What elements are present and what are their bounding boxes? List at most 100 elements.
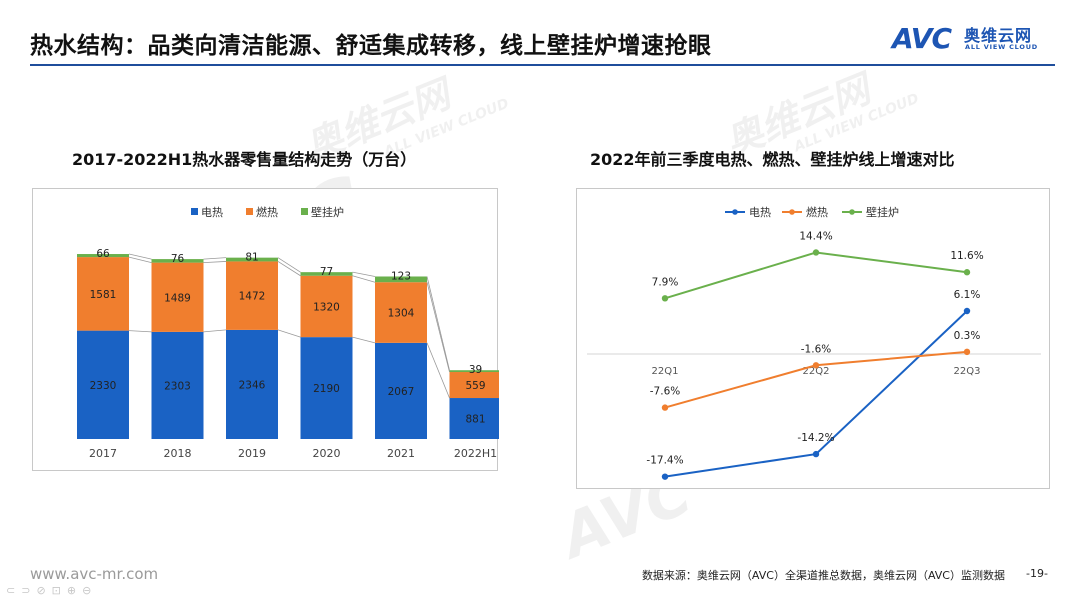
point-电热-22Q3 [963,307,971,315]
point-label-燃热-22Q1: -7.6% [650,386,680,398]
avc-logo: AVC 奥维云网 ALL VIEW CLOUD [892,22,1062,56]
logo-name-cn: 奥维云网 [964,26,1033,45]
bar-壁挂炉-2022H1 [449,370,502,373]
bar-燃热-2022H1 [449,372,502,399]
data-source-note: 数据来源：奥维云网（AVC）全渠道推总数据，奥维云网（AVC）监测数据 [641,569,1005,582]
legend-label-2: 壁挂炉 [311,205,344,219]
bar-壁挂炉-2018 [151,259,204,263]
legend-label-1: 燃热 [806,205,828,219]
bar-电热-2018 [151,331,204,439]
point-label-壁挂炉-22Q2: 14.4% [799,230,832,242]
bar-壁挂炉-2021 [375,276,427,283]
bar-label-电热-2017: 2330 [90,380,117,392]
legend-label-1: 燃热 [256,205,278,219]
bar-壁挂炉-2020 [300,272,353,276]
bar-电热-2021 [375,342,427,439]
bar-label-壁挂炉-2021: 123 [391,270,411,282]
x-tick-2021: 2021 [387,447,415,460]
point-label-燃热-22Q2: -1.6% [801,343,831,355]
line-chart-title: 2022年前三季度电热、燃热、壁挂炉线上增速对比 [590,150,955,169]
bar-label-电热-2020: 2190 [313,383,340,395]
point-label-电热-22Q1: -17.4% [646,455,683,467]
x-tick-2017: 2017 [89,447,117,460]
bar-label-壁挂炉-2020: 77 [320,266,333,278]
more-icon[interactable]: ⊖ [82,584,98,597]
x-tick-22Q3: 22Q3 [954,366,981,377]
bar-壁挂炉-2019 [226,257,278,262]
page-number: -19- [1026,567,1048,580]
point-电热-22Q2 [812,450,820,458]
legend-swatch-1 [246,208,253,215]
bar-燃热-2018 [151,262,204,332]
bar-label-电热-2018: 2303 [164,380,191,392]
connector-line-1 [128,256,450,373]
point-壁挂炉-22Q3 [963,269,971,276]
point-壁挂炉-22Q1 [661,295,669,302]
bar-label-燃热-2021: 1304 [388,308,415,320]
prev-icon[interactable]: ⊂ [6,584,22,597]
logo-brand: AVC [892,22,952,55]
page-title: 热水结构：品类向清洁能源、舒适集成转移，线上壁挂炉增速抢眼 [30,33,712,59]
title-divider [30,64,1055,66]
bar-label-壁挂炉-2017: 66 [96,248,110,260]
point-电热-22Q1 [661,473,669,480]
legend-label-2: 壁挂炉 [866,205,899,219]
bar-label-电热-2021: 2067 [388,386,415,398]
bar-chart-title: 2017-2022H1热水器零售量结构走势（万台） [72,150,417,169]
bar-label-燃热-2018: 1489 [164,292,191,304]
bar-电热-2017 [77,330,129,439]
bar-壁挂炉-2017 [77,254,129,258]
bar-label-电热-2019: 2346 [239,379,266,391]
play-icon[interactable]: ⊃ [21,584,37,597]
bar-燃热-2017 [77,257,129,331]
line-chart: 电热 燃热 壁挂炉 22Q1 22Q2 22Q3 -17.4% -14.2% 6.1% -7.6%… [587,205,1041,480]
legend-swatch-2 [301,208,308,215]
footer-url[interactable]: www.avc-mr.com [30,565,159,583]
legend-label-0: 电热 [749,206,771,219]
x-tick-22Q2: 22Q2 [803,366,830,377]
series-line-燃热 [664,350,968,409]
line-chart-panel: 电热 燃热 壁挂炉 22Q1 22Q2 22Q3 -17.4% -14.2% 6.1% -7.6%… [576,188,1050,489]
bar-label-燃热-2022H1: 559 [465,380,485,392]
pages-icon[interactable]: ⊡ [51,584,67,597]
legend-marker-2 [849,209,855,215]
x-tick-22Q1: 22Q1 [652,366,679,377]
connector-line-2 [128,253,450,371]
slide-nav-controls[interactable]: ⊂⊃⊘⊡⊕⊖ [6,584,97,597]
pen-icon[interactable]: ⊘ [36,584,52,597]
point-燃热-22Q1 [661,404,669,411]
legend-marker-1 [789,209,795,215]
connector-line-0 [128,329,450,399]
bar-燃热-2021 [375,282,427,343]
bar-label-壁挂炉-2019: 81 [245,252,258,264]
bar-燃热-2020 [300,275,353,338]
bar-chart-panel: 电热 燃热 壁挂炉 2330 1581 66 2017 2303 1489 76 2018 2346 1… [32,188,502,471]
point-label-壁挂炉-22Q1: 7.9% [652,276,679,288]
x-tick-2019: 2019 [238,447,266,460]
legend-label-0: 电热 [201,206,223,219]
point-燃热-22Q2 [812,362,820,369]
x-tick-2020: 2020 [313,447,341,460]
bar-电热-2020 [300,337,353,439]
bar-label-燃热-2017: 1581 [90,289,117,301]
bar-燃热-2019 [226,261,278,330]
point-壁挂炉-22Q2 [812,249,820,256]
bar-label-壁挂炉-2022H1: 39 [469,364,482,376]
series-line-壁挂炉 [664,251,968,300]
point-label-电热-22Q2: -14.2% [797,432,834,444]
stacked-bar-chart: 电热 燃热 壁挂炉 2330 1581 66 2017 2303 1489 76 2018 2346 1… [77,205,502,460]
zoom-icon[interactable]: ⊕ [66,584,83,597]
point-label-电热-22Q3: 6.1% [954,289,981,301]
bar-电热-2022H1 [449,398,502,439]
x-tick-2018: 2018 [164,447,192,460]
bar-label-壁挂炉-2018: 76 [171,253,185,265]
x-tick-2022H1: 2022H1 [454,447,497,460]
bar-label-燃热-2020: 1320 [313,301,340,313]
legend-swatch-0 [191,208,198,215]
bar-label-电热-2022H1: 881 [465,414,485,426]
point-燃热-22Q3 [963,348,971,356]
legend-marker-0 [732,209,738,215]
logo-name-en: ALL VIEW CLOUD [965,43,1038,51]
point-label-壁挂炉-22Q3: 11.6% [950,250,983,262]
bar-label-燃热-2019: 1472 [239,291,266,303]
